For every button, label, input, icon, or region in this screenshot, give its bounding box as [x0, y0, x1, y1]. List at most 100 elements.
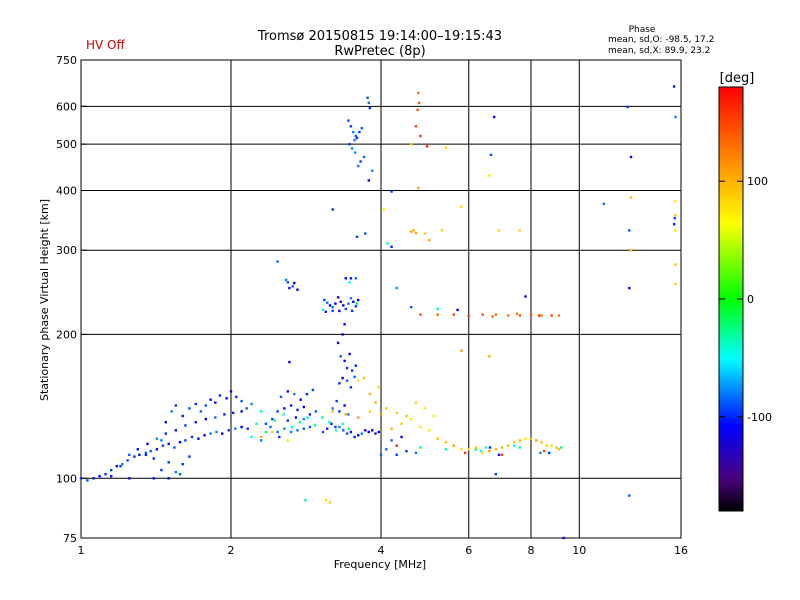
echo-point — [467, 448, 470, 451]
echo-point — [260, 439, 263, 442]
echo-point — [674, 199, 677, 203]
echo-point — [628, 286, 631, 290]
echo-point — [364, 232, 367, 235]
echo-point — [276, 410, 279, 413]
echo-point — [305, 392, 309, 396]
echo-point — [354, 364, 357, 367]
echo-point — [524, 295, 527, 298]
echo-point — [335, 399, 338, 403]
echo-point — [264, 430, 268, 434]
y-axis-ticks: 75 100 200 300 400 500 600 750 — [56, 54, 87, 545]
echo-point — [560, 446, 563, 449]
echo-point — [260, 435, 263, 439]
y-tick-label: 300 — [56, 244, 77, 257]
echo-point — [188, 407, 191, 410]
echo-point — [494, 473, 497, 476]
echo-point — [423, 232, 427, 235]
echo-point — [414, 125, 418, 128]
echo-point — [368, 392, 372, 396]
x-tick-label: 4 — [378, 544, 385, 557]
echo-point — [395, 444, 398, 447]
echo-point — [343, 323, 346, 326]
echo-point — [357, 434, 360, 437]
echo-point — [155, 448, 159, 451]
echo-point — [330, 422, 333, 425]
echo-point — [550, 444, 553, 447]
y-tick-label: 600 — [56, 100, 77, 113]
echo-point — [174, 429, 177, 432]
echo-point — [357, 416, 360, 419]
echo-point — [562, 536, 565, 540]
echo-point — [232, 411, 235, 415]
echo-point — [358, 130, 361, 134]
echo-point — [302, 427, 305, 430]
echo-point — [432, 414, 435, 418]
echo-point — [321, 430, 325, 434]
echo-point — [359, 160, 362, 163]
echo-point — [374, 432, 377, 435]
echo-point — [436, 307, 439, 311]
echo-point — [204, 417, 207, 421]
echo-point — [160, 439, 163, 442]
echo-point — [136, 448, 139, 451]
echo-point — [463, 451, 467, 455]
echo-point — [343, 359, 346, 363]
echo-point — [460, 205, 463, 208]
echo-point — [161, 444, 165, 447]
echo-point — [115, 465, 118, 468]
echo-point — [273, 419, 277, 422]
echo-point — [452, 444, 455, 447]
echo-point — [214, 401, 217, 404]
echo-point — [419, 425, 422, 429]
phase-stats-o: mean, sd,O: -98.5, 17.2 — [608, 35, 714, 45]
echo-point — [321, 308, 325, 312]
echo-point — [178, 473, 182, 476]
echo-point — [338, 382, 341, 385]
echo-point — [326, 427, 329, 430]
echo-point — [377, 386, 380, 389]
echo-point — [294, 416, 298, 419]
echo-point — [326, 301, 329, 304]
echo-point — [497, 229, 501, 232]
echo-point — [181, 414, 184, 418]
echo-point — [167, 442, 170, 446]
echo-point — [331, 407, 334, 410]
echo-point — [494, 448, 497, 451]
echo-point — [234, 427, 237, 430]
echo-point — [336, 296, 340, 299]
echo-point — [542, 449, 546, 453]
echo-point — [629, 249, 633, 252]
echo-point — [405, 449, 408, 453]
echo-point — [283, 427, 286, 430]
echo-point — [235, 395, 238, 399]
echo-point — [425, 145, 429, 148]
echo-point — [362, 376, 366, 380]
echo-point — [349, 430, 353, 434]
echo-point — [194, 402, 197, 406]
echo-point — [410, 230, 413, 233]
echo-point — [218, 394, 222, 397]
echo-point — [419, 134, 422, 138]
echo-point — [339, 300, 342, 303]
echo-point — [308, 413, 312, 416]
echo-point — [354, 305, 357, 308]
echo-point — [338, 425, 341, 429]
echo-point — [674, 263, 677, 266]
phase-stats-x: mean, sd,X: 89.9, 23.2 — [608, 46, 710, 56]
echo-point — [174, 404, 177, 407]
echo-point — [348, 281, 351, 284]
echo-point — [184, 439, 187, 442]
echo-point — [382, 208, 385, 211]
echo-point — [390, 439, 393, 442]
echo-point — [349, 277, 353, 280]
echo-point — [412, 229, 415, 232]
echo-point — [354, 151, 357, 154]
echo-point — [488, 446, 492, 449]
echo-point — [341, 333, 344, 336]
echo-point — [360, 432, 363, 435]
echo-point — [344, 307, 347, 311]
echo-point — [240, 410, 243, 413]
echo-point — [494, 313, 497, 316]
echo-point — [529, 313, 533, 316]
echo-point — [349, 297, 353, 300]
